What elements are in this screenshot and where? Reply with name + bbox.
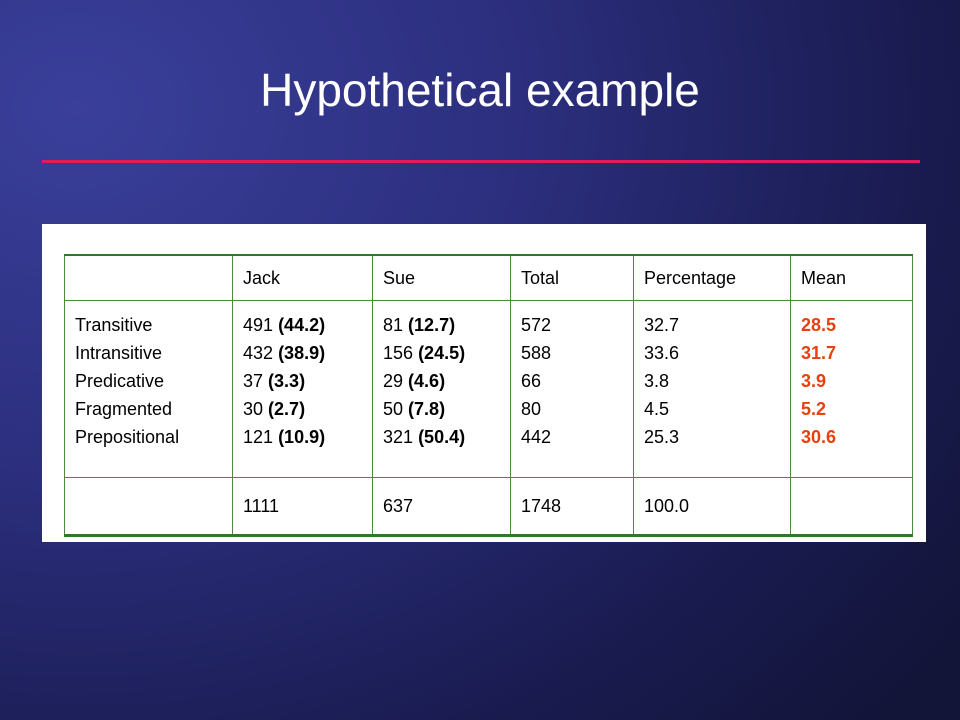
totals-cell-sue: 637 [372,477,511,537]
header-cell-jack: Jack [232,254,373,301]
percentage-value: 25.3 [644,427,680,447]
mean-value: 31.7 [801,343,837,363]
mean-value: 3.9 [801,371,827,391]
count-value: 121 [243,427,274,447]
jack-value: 121 (10.9) [243,423,372,451]
count-value: 50 [383,399,404,419]
sue-value: 81 (12.7) [383,311,510,339]
mean-value: 30.6 [801,427,837,447]
totals-cell-percentage: 100.0 [633,477,791,537]
mean-value: 5.2 [801,399,827,419]
sue-value: 50 (7.8) [383,395,510,423]
count-value: 491 [243,315,274,335]
table-data-row: Transitive Intransitive Predicative Frag… [64,300,913,478]
mean-cell: 28.5 31.7 3.9 5.2 30.6 [790,300,913,478]
header-cell-total: Total [510,254,634,301]
percent-value: (44.2) [278,315,326,335]
header-cell-empty [64,254,233,301]
percent-value: (2.7) [268,399,306,419]
table-panel: Jack Sue Total Percentage Mean Transitiv… [42,224,926,542]
totals-cell-jack: 1111 [232,477,373,537]
category-label: Predicative [75,371,165,391]
percent-value: (12.7) [408,315,456,335]
count-value: 321 [383,427,414,447]
header-cell-mean: Mean [790,254,913,301]
jack-value: 432 (38.9) [243,339,372,367]
title-divider [42,160,920,163]
jack-value: 30 (2.7) [243,395,372,423]
total-value: 572 [521,315,552,335]
percent-value: (24.5) [418,343,466,363]
jack-value: 37 (3.3) [243,367,372,395]
totals-cell-empty [64,477,233,537]
percent-value: (4.6) [408,371,446,391]
sue-cell: 81 (12.7) 156 (24.5) 29 (4.6) 50 (7.8) 3… [372,300,511,478]
sue-value: 321 (50.4) [383,423,510,451]
table-header-row: Jack Sue Total Percentage Mean [64,254,913,301]
count-value: 81 [383,315,404,335]
percentage-cell: 32.7 33.6 3.8 4.5 25.3 [633,300,791,478]
jack-value: 491 (44.2) [243,311,372,339]
category-cell: Transitive Intransitive Predicative Frag… [64,300,233,478]
percentage-value: 4.5 [644,399,670,419]
total-value: 442 [521,427,552,447]
jack-cell: 491 (44.2) 432 (38.9) 37 (3.3) 30 (2.7) … [232,300,373,478]
percentage-value: 33.6 [644,343,680,363]
count-value: 30 [243,399,264,419]
count-value: 29 [383,371,404,391]
percentage-value: 3.8 [644,371,670,391]
percent-value: (10.9) [278,427,326,447]
total-value: 80 [521,399,542,419]
category-label: Fragmented [75,399,173,419]
data-table: Jack Sue Total Percentage Mean Transitiv… [64,254,913,537]
category-label: Transitive [75,315,153,335]
percent-value: (7.8) [408,399,446,419]
percent-value: (38.9) [278,343,326,363]
sue-value: 156 (24.5) [383,339,510,367]
count-value: 37 [243,371,264,391]
count-value: 156 [383,343,414,363]
total-cell: 572 588 66 80 442 [510,300,634,478]
category-label: Intransitive [75,343,163,363]
mean-value: 28.5 [801,315,837,335]
count-value: 432 [243,343,274,363]
totals-cell-total: 1748 [510,477,634,537]
category-label: Prepositional [75,427,180,447]
header-cell-percentage: Percentage [633,254,791,301]
header-cell-sue: Sue [372,254,511,301]
total-value: 588 [521,343,552,363]
percent-value: (50.4) [418,427,466,447]
totals-cell-mean [790,477,913,537]
percent-value: (3.3) [268,371,306,391]
total-value: 66 [521,371,542,391]
sue-value: 29 (4.6) [383,367,510,395]
table-totals-row: 1111 637 1748 100.0 [64,477,913,537]
percentage-value: 32.7 [644,315,680,335]
slide-title: Hypothetical example [260,64,700,116]
